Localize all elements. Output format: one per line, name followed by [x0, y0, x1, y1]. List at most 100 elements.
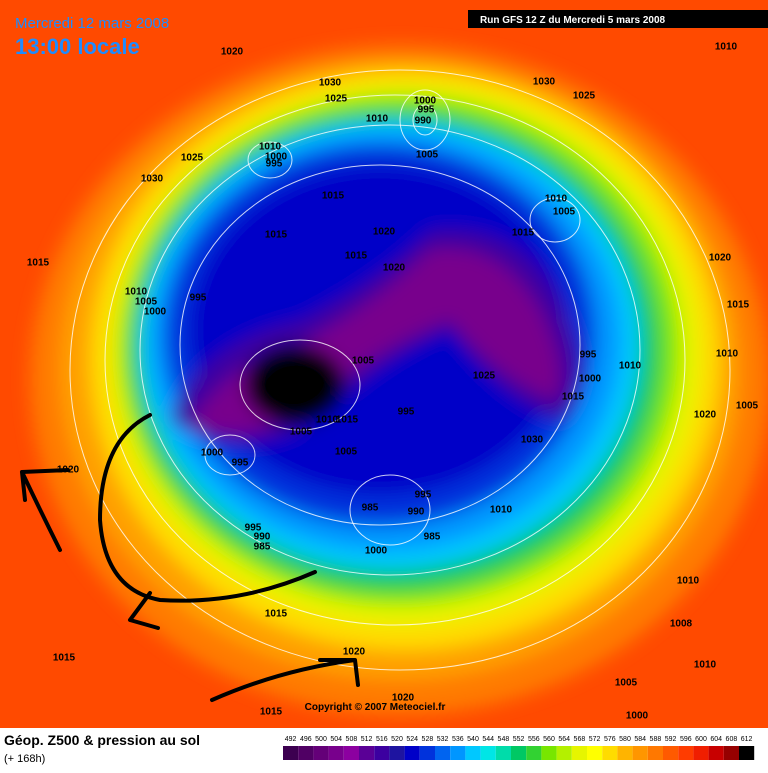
scale-label: 572 [589, 736, 601, 743]
pressure-label: 990 [254, 532, 271, 543]
scale-swatch [739, 746, 755, 760]
scale-label: 516 [376, 736, 388, 743]
scale-label: 600 [695, 736, 707, 743]
scale-label: 556 [528, 736, 540, 743]
pressure-label: 1000 [626, 711, 649, 722]
pressure-label: 1000 [414, 96, 437, 107]
pressure-label: 1025 [573, 91, 596, 102]
scale-swatch [298, 746, 314, 760]
footer-subtitle: (+ 168h) [4, 753, 45, 765]
geopotential-field: 1020 101010301025103010251000995990101010… [0, 0, 768, 728]
scale-label: 544 [482, 736, 494, 743]
pressure-label: 1010 [715, 42, 738, 53]
pressure-label: 1030 [319, 78, 342, 89]
scale-label: 588 [650, 736, 662, 743]
run-box [468, 10, 768, 28]
pressure-label: 1005 [352, 356, 375, 367]
scale-label: 524 [406, 736, 418, 743]
scale-swatch [389, 746, 405, 760]
pressure-label: 1015 [345, 251, 368, 262]
isobars [69, 69, 731, 671]
forecast-time: 13:00 locale [15, 34, 140, 59]
pressure-label: 990 [415, 116, 432, 127]
pressure-label: 1010 [259, 142, 282, 153]
pressure-label: 995 [415, 490, 432, 501]
pressure-label: 1030 [141, 174, 164, 185]
pressure-label: 1015 [265, 230, 288, 241]
scale-swatch [556, 746, 572, 760]
pressure-label: 1000 [365, 546, 388, 557]
scale-swatch [693, 746, 709, 760]
scale-swatch [511, 746, 527, 760]
scale-swatch [647, 746, 663, 760]
pressure-label: 1010 [125, 287, 148, 298]
footer-title: Géop. Z500 & pression au sol [4, 732, 200, 748]
scale-swatch [495, 746, 511, 760]
pressure-label: 1015 [512, 228, 535, 239]
pressure-label: 1010 [316, 415, 339, 426]
pressure-label: 995 [580, 350, 597, 361]
scale-label: 560 [543, 736, 555, 743]
pressure-label: 1015 [53, 653, 76, 664]
scale-label: 504 [330, 736, 342, 743]
scale-swatch [541, 746, 557, 760]
scale-label: 576 [604, 736, 616, 743]
pressure-label: 995 [418, 105, 435, 116]
scale-label: 520 [391, 736, 403, 743]
pressure-label: 1010 [366, 114, 389, 125]
pressure-label: 985 [424, 532, 441, 543]
scale-swatch [708, 746, 724, 760]
scale-label: 580 [619, 736, 631, 743]
scale-label: 612 [741, 736, 753, 743]
pressure-label: 1015 [336, 415, 359, 426]
scale-swatch [374, 746, 390, 760]
pressure-label: 985 [362, 503, 379, 514]
scale-label: 596 [680, 736, 692, 743]
scale-label: 564 [558, 736, 570, 743]
scale-label: 532 [437, 736, 449, 743]
color-scale: 492 496 500 504 508 512 516 520 524 528 532 536 540 5… [283, 736, 755, 760]
scale-swatch [617, 746, 633, 760]
pressure-label: 1015 [727, 300, 750, 311]
scale-swatch [678, 746, 694, 760]
scale-swatch [602, 746, 618, 760]
pressure-label: 1010 [619, 361, 642, 372]
pressure-label: 995 [266, 159, 283, 170]
forecast-date: Mercredi 12 mars 2008 [15, 15, 169, 32]
run-info: Run GFS 12 Z du Mercredi 5 mars 2008 [480, 15, 666, 26]
pressure-label: 1005 [615, 678, 638, 689]
scale-label: 552 [513, 736, 525, 743]
scale-swatch [526, 746, 542, 760]
pressure-label: 1008 [670, 619, 693, 630]
scale-swatch [419, 746, 435, 760]
scale-swatch [283, 746, 299, 760]
scale-label: 584 [634, 736, 646, 743]
scale-label: 608 [726, 736, 738, 743]
pressure-label: 1010 [490, 505, 513, 516]
scale-label: 528 [422, 736, 434, 743]
scale-swatch [571, 746, 587, 760]
pressure-label: 1000 [201, 448, 224, 459]
pressure-label: 1005 [553, 207, 576, 218]
scale-label: 492 [285, 736, 297, 743]
pressure-label: 1020 [373, 227, 396, 238]
scale-label: 540 [467, 736, 479, 743]
pressure-label: 995 [232, 458, 249, 469]
scale-swatch [663, 746, 679, 760]
pressure-label: 990 [408, 507, 425, 518]
scale-label: 496 [300, 736, 312, 743]
scale-swatch [313, 746, 329, 760]
pressure-label: 1000 [265, 152, 288, 163]
copyright: Copyright © 2007 Meteociel.fr [305, 702, 446, 713]
pressure-label: 1015 [562, 392, 585, 403]
pressure-label: 1025 [325, 94, 348, 105]
annotation-arrows [20, 413, 360, 702]
scale-swatch [480, 746, 496, 760]
scale-swatch [465, 746, 481, 760]
pressure-label: 1010 [545, 194, 568, 205]
scale-label: 592 [665, 736, 677, 743]
scale-swatch [450, 746, 466, 760]
pressure-label: 995 [190, 293, 207, 304]
pressure-label: 1005 [135, 297, 158, 308]
